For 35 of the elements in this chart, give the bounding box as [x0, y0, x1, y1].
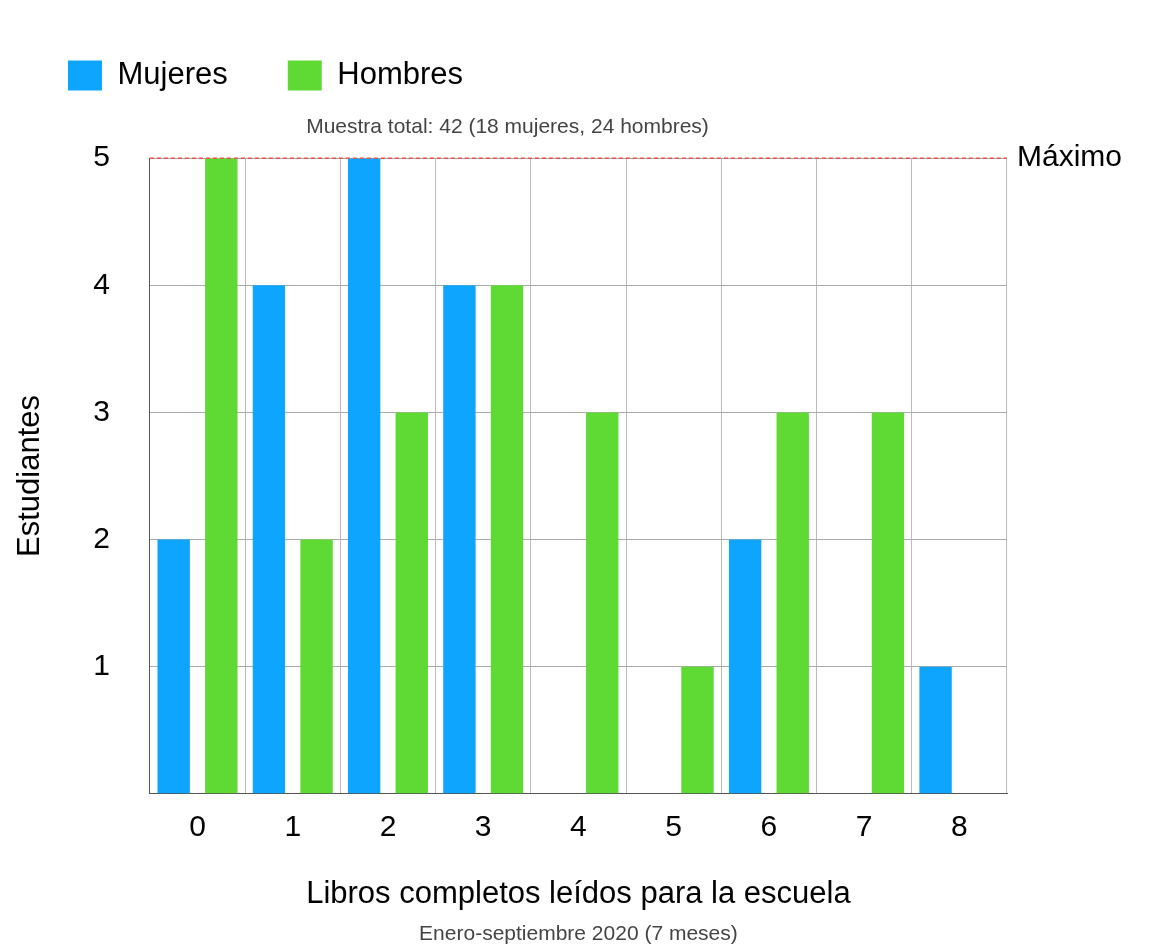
y-tick-label: 3 [93, 393, 110, 427]
x-tick-label: 3 [474, 809, 492, 843]
chart-subtitle: Muestra total: 42 (18 mujeres, 24 hombres) [306, 114, 709, 138]
y-tick-label: 2 [93, 520, 110, 554]
x-tick-label: 8 [951, 809, 968, 843]
bar [443, 285, 476, 794]
bar [490, 285, 524, 794]
y-tick-label: 5 [93, 139, 110, 173]
bar [300, 539, 333, 794]
y-tick-label: 1 [93, 647, 110, 681]
x-axis-title: Libros completos leídos para la escuela [306, 874, 852, 910]
bar [728, 539, 762, 794]
x-tick-label: 7 [855, 809, 873, 843]
x-tick-label: 4 [570, 809, 587, 843]
bar [681, 666, 714, 794]
bar [586, 412, 619, 794]
legend-label: Hombres [337, 56, 464, 92]
bar [871, 412, 905, 794]
x-tick-label: 0 [189, 809, 206, 843]
bar [252, 285, 286, 794]
y-tick-label: 4 [93, 266, 110, 300]
legend-label: Mujeres [117, 56, 228, 92]
bar [919, 666, 952, 794]
x-tick-label: 5 [665, 809, 683, 843]
x-tick-label: 1 [284, 809, 302, 843]
bar [395, 412, 428, 794]
text: Enero-septiembre 2020 (7 meses) [419, 921, 738, 945]
x-tick-label: 6 [760, 809, 778, 843]
x-tick-label: 2 [379, 809, 397, 843]
y-axis-title: Estudiantes [11, 395, 47, 557]
bar [347, 158, 381, 794]
bar [205, 158, 238, 794]
bar [157, 539, 190, 794]
bar [776, 412, 809, 794]
ref-line-label: Máximo [1017, 139, 1123, 173]
